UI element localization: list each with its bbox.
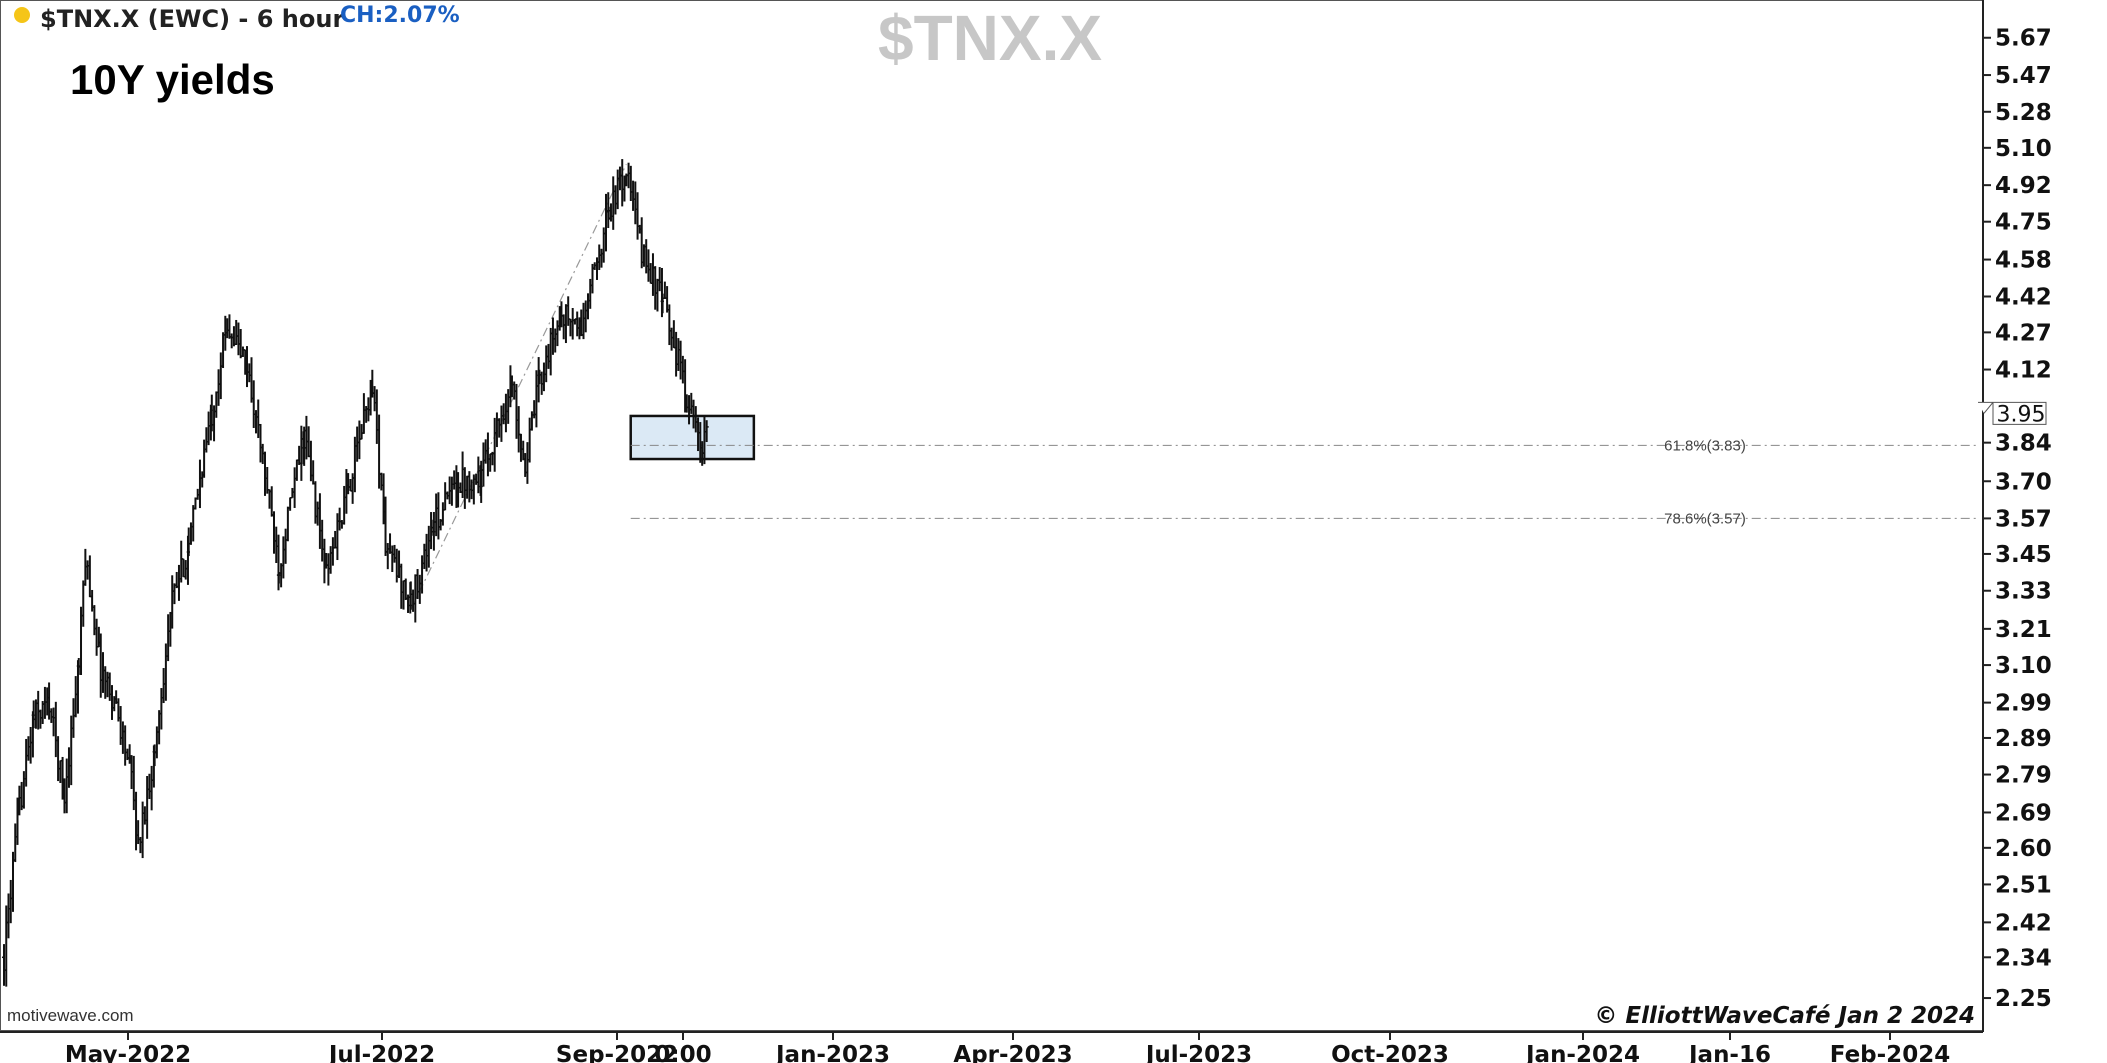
y-tick-label: 2.25 [1995,986,2052,1012]
x-tick-label: Sep-2022 [556,1042,678,1063]
y-tick-label: 4.75 [1995,210,2052,236]
chart-subtitle: 10Y yields [70,56,275,103]
target-zone [629,414,756,461]
x-tick-label: Feb-2024 [1830,1042,1950,1063]
x-tick-label: 0:00 [654,1042,711,1063]
current-price-tag-shape [1978,401,2047,425]
y-tick-label: 4.12 [1995,358,2052,384]
y-tick-label: 3.21 [1995,617,2052,643]
trend-guide-line [410,163,627,610]
price-tag-layer: 3.95 [1978,401,2047,427]
x-tick-label: Jul-2023 [1144,1042,1252,1063]
y-tick-label: 2.99 [1995,691,2052,717]
y-axis: 5.67 5.47 5.28 5.10 4.92 4.75 4.58 4.42 4.27 4.12… [1983,26,2052,1012]
y-tick-label: 3.84 [1995,431,2052,457]
y-tick-label: 2.42 [1995,910,2052,936]
y-tick-label: 2.79 [1995,763,2052,789]
fib-level-label: 61.8%(3.83) [1664,437,1746,454]
y-tick-label: 4.92 [1995,173,2052,199]
x-tick-label: Jan-2023 [774,1042,890,1063]
x-tick-label: Jan-16 [1687,1042,1771,1063]
source-label: motivewave.com [7,1006,134,1025]
y-tick-label: 3.33 [1995,579,2052,605]
y-tick-label: 3.70 [1995,469,2052,495]
y-tick-label: 2.89 [1995,726,2052,752]
target-zone-layer [629,414,756,461]
ohlc-bars [2,159,709,987]
y-tick-label: 2.34 [1995,945,2052,971]
y-tick-label: 5.10 [1995,136,2052,162]
y-tick-label: 5.28 [1995,100,2052,126]
current-price-tag-label: 3.95 [1997,402,2046,427]
y-tick-label: 3.45 [1995,542,2052,568]
chart-title-watermark: $TNX.X [878,2,1102,74]
status-dot [14,7,30,23]
fib-levels-layer: 61.8%(3.83) 78.6%(3.57) [630,437,1978,527]
x-tick-label: Jul-2022 [327,1042,435,1063]
y-tick-label: 2.69 [1995,800,2052,826]
x-tick-label: Jan-2024 [1524,1042,1640,1063]
y-tick-label: 4.58 [1995,248,2052,274]
x-tick-label: May-2022 [65,1042,191,1063]
y-tick-label: 4.27 [1995,320,2052,346]
y-tick-label: 3.57 [1995,506,2052,532]
symbol-label: $TNX.X (EWC) - 6 hour [40,5,344,33]
y-tick-label: 4.42 [1995,285,2052,311]
x-tick-label: Oct-2023 [1331,1042,1449,1063]
ohlc-bar [704,420,709,443]
y-tick-label: 5.67 [1995,26,2052,52]
y-tick-label: 2.60 [1995,836,2052,862]
fib-level-label: 78.6%(3.57) [1664,510,1746,527]
y-tick-label: 5.47 [1995,63,2052,89]
x-tick-label: Apr-2023 [953,1042,1072,1063]
y-tick-label: 2.51 [1995,872,2052,898]
copyright-label: © ElliottWaveCafé Jan 2 2024 [1594,1003,1975,1029]
y-tick-label: 3.10 [1995,653,2052,679]
change-label: CH:2.07% [340,3,460,28]
guide-line-layer [410,163,627,610]
